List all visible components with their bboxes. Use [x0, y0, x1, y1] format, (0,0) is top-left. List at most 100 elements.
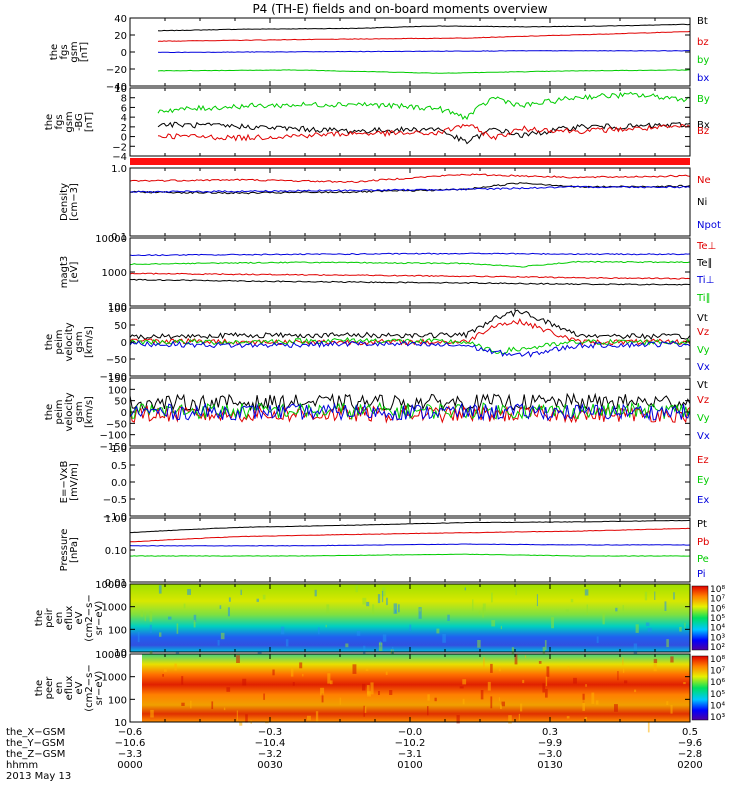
spectrogram-texture — [617, 671, 619, 681]
colorbar-tick-label: 10⁸ — [710, 655, 725, 665]
spectrogram-texture — [236, 710, 238, 721]
spectrogram-texture — [187, 589, 191, 595]
colorbar-tick-label: 10⁶ — [710, 678, 725, 688]
spectrogram-texture — [508, 715, 512, 724]
spectrogram-texture — [330, 680, 333, 685]
spectrogram-texture — [392, 646, 394, 656]
spectrogram-texture — [211, 701, 214, 710]
series-Vy — [129, 401, 691, 421]
spectrogram-texture — [483, 657, 485, 668]
y-tick-label: −20 — [106, 65, 127, 76]
spectrogram-texture — [670, 656, 674, 663]
spectrogram-texture — [427, 706, 429, 716]
spectrogram-texture — [602, 613, 605, 625]
spectrogram-texture — [582, 699, 585, 711]
legend-entry: Ey — [697, 475, 709, 486]
spectrogram-texture — [614, 704, 618, 712]
spectrogram-texture — [372, 604, 375, 614]
spectrogram-texture — [498, 697, 500, 702]
y-axis-label: [nPa] — [69, 537, 80, 563]
x-row-value: −3.1 — [398, 749, 422, 760]
colorbar-gradient — [691, 655, 709, 721]
spectrogram-texture — [285, 639, 289, 647]
spectrogram-texture — [584, 589, 589, 596]
panel-frame — [129, 447, 691, 517]
y-axis-label: velocity — [64, 322, 75, 361]
y-tick-label: −1.0 — [103, 512, 127, 523]
legend-entry: Pt — [697, 519, 707, 530]
y-tick-label: 0.10 — [105, 546, 127, 557]
spectrogram-texture — [542, 646, 546, 654]
spectrogram-texture — [381, 590, 384, 603]
series-Bt — [157, 23, 691, 32]
y-tick-label: 0.1 — [111, 232, 127, 243]
spectrogram-texture — [385, 671, 388, 675]
spectrogram-texture — [570, 598, 574, 603]
spectrogram-texture — [670, 705, 673, 714]
spectrogram-texture — [307, 715, 311, 721]
series-Pe — [129, 553, 691, 557]
y-axis-label: (cm2−s− — [84, 594, 95, 641]
spectrogram-texture — [362, 683, 366, 691]
spectrogram-texture — [459, 686, 464, 689]
y-tick-label: 150 — [108, 374, 127, 385]
legend-entry: Pb — [697, 537, 709, 548]
y-axis-label: the — [49, 44, 60, 60]
spectrogram-texture — [363, 705, 365, 717]
spectrogram-texture — [684, 622, 686, 629]
spectrogram-texture — [487, 681, 491, 691]
y-axis-label: (cm2−s− — [84, 664, 95, 711]
spectrogram-texture — [536, 594, 538, 607]
spectrogram-texture — [595, 700, 599, 705]
x-row-value: −3.2 — [258, 749, 282, 760]
y-tick-label: 50 — [114, 321, 127, 332]
spectrogram-texture — [228, 597, 231, 602]
series-bx — [157, 50, 690, 54]
series-Ti⊥ — [129, 252, 691, 257]
colorbar-tick-label: 10⁸ — [710, 585, 725, 595]
spectrogram-texture — [482, 607, 484, 618]
y-tick-label: 2 — [121, 123, 127, 134]
spectrogram-texture — [623, 668, 625, 673]
y-tick-label: 0.5 — [111, 461, 127, 472]
y-axis-label: [nT] — [84, 112, 95, 132]
spectrogram-texture — [314, 589, 317, 597]
spectrogram-texture — [272, 669, 275, 676]
y-tick-label: 100 — [108, 625, 127, 636]
spectrogram-texture — [434, 697, 437, 702]
spectrogram-texture — [654, 591, 656, 600]
spectrogram-texture — [524, 655, 527, 658]
panel-frame — [129, 237, 691, 307]
spectrogram-texture — [490, 696, 493, 709]
spectrogram-texture — [149, 650, 153, 655]
series-Vx — [129, 402, 691, 422]
spectrogram-texture — [633, 643, 638, 656]
y-axis-label: the — [44, 334, 55, 350]
series-Npot — [129, 185, 691, 194]
y-tick-label: 0 — [121, 133, 127, 144]
y-axis-label: the — [34, 680, 45, 696]
series-Vx — [129, 340, 691, 358]
spectrogram-texture — [635, 624, 639, 633]
y-tick-label: 100 — [108, 385, 127, 396]
spectrogram-texture — [159, 632, 162, 637]
x-row-label: the_Y−GSM — [6, 738, 65, 749]
spectrogram-texture — [162, 674, 164, 677]
legend-entry: Vt — [697, 313, 708, 324]
spectrogram-texture — [144, 611, 146, 622]
y-tick-label: 0 — [121, 338, 127, 349]
y-axis-label: Pressure — [59, 529, 70, 572]
x-row-value: −10.6 — [115, 738, 146, 749]
spectrogram-texture — [447, 614, 450, 621]
y-tick-label: 10 — [114, 648, 127, 659]
spectrogram-texture — [477, 640, 481, 648]
y-axis-label: [km/s] — [84, 396, 95, 428]
spectrogram-texture — [615, 607, 618, 612]
spectrogram-texture — [436, 628, 440, 634]
y-tick-label: 50 — [114, 397, 127, 408]
spectrogram-texture — [263, 693, 265, 700]
x-row-value: −10.4 — [255, 738, 286, 749]
colorbar-tick-label: 10⁷ — [710, 595, 725, 605]
